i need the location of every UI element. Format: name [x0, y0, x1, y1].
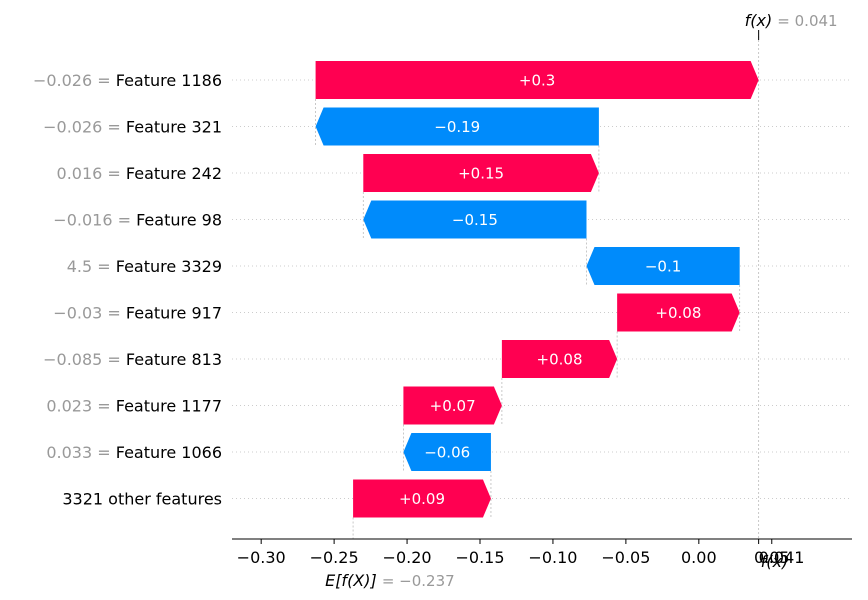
x-tick-label: −0.15: [455, 548, 504, 567]
feature-label: 4.5 = Feature 3329: [67, 257, 222, 276]
feature-name-text: Feature 1177: [116, 397, 222, 416]
feature-value-text: −0.026 =: [43, 118, 126, 137]
bar-value-label: +0.3: [519, 72, 555, 90]
feature-label: −0.085 = Feature 813: [43, 350, 222, 369]
bar-value-label: +0.08: [655, 304, 701, 322]
output-tick-label: 0.041: [759, 548, 805, 567]
x-tick-label: −0.25: [310, 548, 359, 567]
output-overlay-label: f(x): [761, 552, 789, 571]
feature-label: 0.023 = Feature 1177: [46, 397, 222, 416]
bars: +0.3 −0.19 +0.15 −0.15 −0.1 +0.08 +0.08 +0.07 −0…: [315, 61, 759, 518]
feature-name-text: Feature 242: [126, 164, 222, 183]
negative-bar: [315, 107, 599, 146]
feature-label: 0.016 = Feature 242: [57, 164, 222, 183]
positive-bar: [315, 61, 759, 99]
feature-name-text: Feature 98: [136, 211, 222, 230]
base-value-text: = −0.237: [382, 572, 455, 590]
x-tick-label: 0.05: [754, 548, 790, 567]
feature-value-text: 0.033 =: [46, 443, 115, 462]
feature-value-text: −0.016 =: [53, 211, 136, 230]
output-label: f(x): [745, 11, 778, 30]
feature-label: −0.016 = Feature 98: [53, 211, 222, 230]
bar-value-label: +0.15: [458, 165, 504, 183]
base-label: E[f(X)]: [325, 571, 382, 590]
bar-value-label: +0.09: [399, 490, 445, 508]
positive-bar: [403, 386, 502, 425]
output-annotation-text: f(x) = 0.041: [745, 11, 838, 30]
feature-label: 0.033 = Feature 1066: [46, 443, 222, 462]
feature-labels: −0.026 = Feature 1186−0.026 = Feature 32…: [33, 71, 222, 509]
positive-bar: [363, 154, 599, 192]
connector-lines: [315, 36, 760, 539]
output-value-text: = 0.041: [777, 12, 837, 30]
x-tick-label: −0.05: [601, 548, 650, 567]
feature-value-text: 0.016 =: [57, 164, 126, 183]
feature-name-text: Feature 917: [126, 304, 222, 323]
x-tick-label: 0.00: [681, 548, 717, 567]
negative-bar: [403, 433, 491, 471]
feature-name-text: Feature 813: [126, 350, 222, 369]
feature-label: −0.026 = Feature 321: [43, 118, 222, 137]
bar-value-label: −0.06: [424, 444, 470, 462]
positive-bar: [501, 340, 618, 378]
bar-value-label: +0.08: [537, 351, 583, 369]
feature-value-text: −0.026 =: [33, 71, 116, 90]
feature-value-text: 4.5 =: [67, 257, 116, 276]
x-tick-label: −0.10: [528, 548, 577, 567]
feature-value-text: 0.023 =: [46, 397, 115, 416]
feature-name-text: Feature 1186: [116, 71, 222, 90]
output-annotation: f(x) = 0.041: [745, 11, 838, 40]
feature-name-text: 3321 other features: [62, 490, 222, 509]
base-annotation: E[f(X)] = −0.237: [325, 571, 455, 590]
bar-value-label: +0.07: [430, 397, 476, 415]
feature-name-text: Feature 321: [126, 118, 222, 137]
feature-name-text: Feature 3329: [116, 257, 222, 276]
feature-name-text: Feature 1066: [116, 443, 222, 462]
feature-label: −0.03 = Feature 917: [53, 304, 222, 323]
x-tick-label: −0.20: [383, 548, 432, 567]
bar-value-label: −0.19: [434, 118, 480, 136]
negative-bar: [586, 247, 740, 285]
negative-bar: [363, 200, 587, 239]
positive-bar: [353, 479, 491, 518]
x-tick-label: −0.30: [237, 548, 286, 567]
base-annotation-text: E[f(X)] = −0.237: [325, 571, 455, 590]
feature-value-text: −0.03 =: [53, 304, 126, 323]
bar-value-label: −0.15: [452, 211, 498, 229]
feature-label: −0.026 = Feature 1186: [33, 71, 222, 90]
feature-label: 3321 other features: [62, 490, 222, 509]
x-axis: −0.30 −0.25 −0.20 −0.15 −0.10 −0.05 0.00 0.050.…: [232, 538, 852, 571]
feature-value-text: −0.085 =: [43, 350, 126, 369]
bar-value-label: −0.1: [645, 258, 681, 276]
positive-bar: [617, 293, 740, 332]
